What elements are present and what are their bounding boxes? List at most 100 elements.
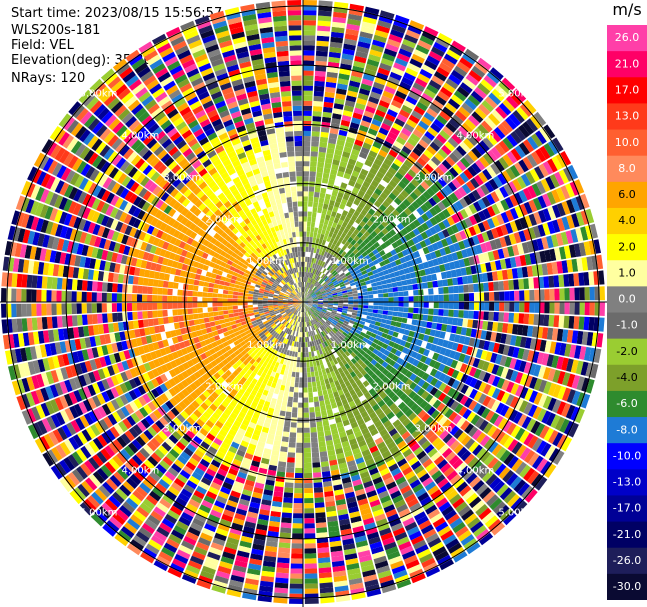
velocity-gate [313,274,317,280]
velocity-gate [353,296,359,300]
velocity-gate [545,176,556,190]
velocity-gate [528,363,537,376]
velocity-gate [519,430,530,444]
velocity-gate [535,148,547,163]
velocity-gate [318,286,324,291]
velocity-gate [364,176,373,184]
velocity-gate [303,15,317,21]
velocity-gate [360,120,371,128]
velocity-gate [379,336,386,343]
velocity-gate [402,198,411,208]
velocity-gate [580,226,589,241]
velocity-gate [561,403,571,418]
velocity-gate [375,109,386,118]
velocity-gate [337,309,343,313]
velocity-gate [445,236,453,246]
velocity-gate [443,309,449,317]
velocity-gate [486,229,495,241]
velocity-gate [304,266,307,272]
velocity-gate [308,397,314,403]
velocity-gate [380,279,387,285]
velocity-gate [308,392,313,398]
velocity-gate [339,283,346,288]
velocity-gate [311,351,315,357]
velocity-gate [290,422,297,428]
velocity-gate [312,457,320,463]
velocity-gate [531,265,539,277]
velocity-gate [281,400,288,407]
velocity-gate [346,334,352,340]
velocity-gate [279,410,286,417]
velocity-gate [448,309,454,317]
velocity-gate [381,284,388,289]
velocity-gate [350,317,356,322]
velocity-gate [401,280,408,286]
velocity-gate [313,477,322,483]
velocity-gate [471,189,482,201]
velocity-gate [555,233,564,246]
velocity-gate [531,437,543,452]
velocity-gate [404,207,412,216]
velocity-gate [499,186,509,198]
velocity-gate [312,297,318,300]
velocity-gate [365,188,374,197]
velocity-gate [555,187,566,202]
velocity-gate [349,320,355,325]
velocity-gate [321,309,327,313]
velocity-gate [332,271,338,277]
velocity-gate [459,395,469,406]
velocity-gate [303,298,307,302]
velocity-gate [337,293,343,297]
velocity-gate [472,274,479,284]
velocity-gate [542,161,554,175]
velocity-gate [304,467,312,474]
velocity-gate [426,321,433,329]
velocity-gate [464,423,474,434]
velocity-gate [528,390,538,403]
velocity-gate [464,386,474,397]
velocity-gate [340,182,348,189]
velocity-gate [346,230,353,237]
velocity-gate [307,298,313,301]
velocity-gate [319,136,328,143]
velocity-gate [433,204,442,214]
velocity-gate [281,441,289,448]
velocity-gate [329,268,335,274]
velocity-gate [341,312,347,316]
velocity-gate [314,70,326,77]
velocity-gate [328,317,334,321]
velocity-gate [514,162,525,175]
velocity-gate [303,55,315,61]
velocity-gate [356,97,368,106]
velocity-gate [476,432,487,444]
velocity-gate [355,329,362,335]
velocity-gate [303,297,306,302]
velocity-gate [311,216,316,223]
velocity-gate [509,207,519,220]
velocity-gate [503,312,510,323]
velocity-gate [463,354,471,365]
velocity-gate [468,302,475,310]
velocity-gate [370,265,377,271]
velocity-gate [519,336,527,348]
velocity-gate [303,231,307,237]
velocity-gate [380,57,394,67]
velocity-gate [403,291,409,297]
velocity-gate [339,326,346,332]
velocity-gate [367,234,374,241]
velocity-gate [312,121,321,127]
velocity-gate [505,167,516,180]
velocity-gate [293,508,303,514]
velocity-gate [351,148,360,156]
velocity-gate [452,414,462,425]
velocity-gate [209,321,216,327]
velocity-gate [402,285,409,291]
velocity-gate [361,78,374,87]
velocity-gate [411,351,418,359]
velocity-gate [441,174,451,184]
velocity-gate [341,238,347,245]
velocity-gate [527,470,540,485]
velocity-gate [325,312,331,316]
velocity-gate [439,247,447,256]
velocity-gate [447,387,456,397]
